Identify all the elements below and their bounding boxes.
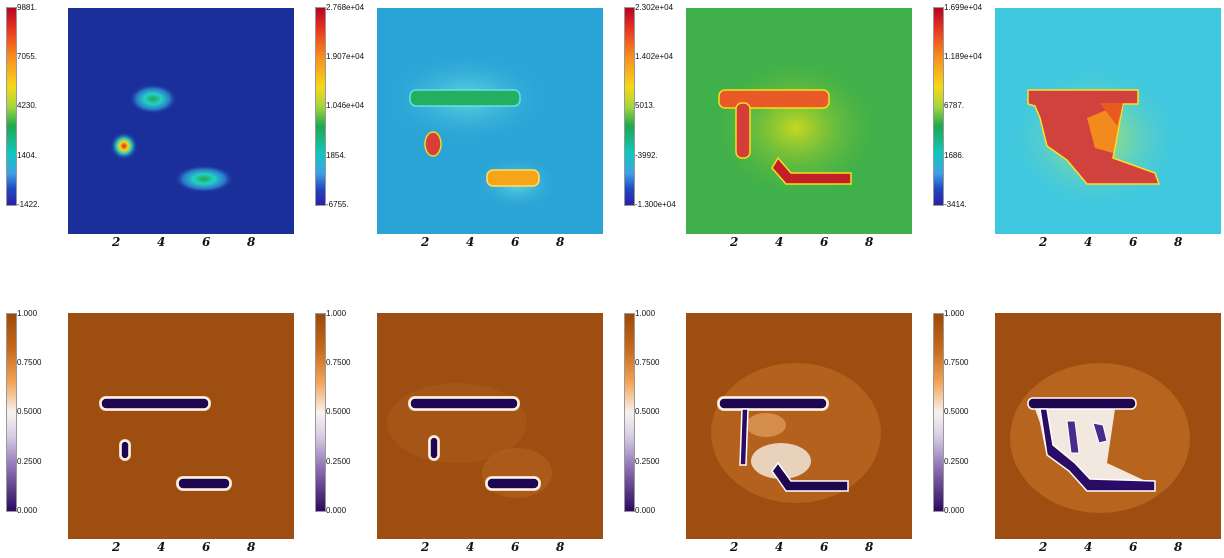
x-tick-label: 2 bbox=[1039, 540, 1048, 554]
colorbar-tick: 1404. bbox=[17, 151, 38, 160]
colorbar bbox=[624, 313, 635, 512]
colorbar-tick: 0.2500 bbox=[17, 457, 42, 466]
phase-field bbox=[377, 313, 603, 539]
colorbar-tick: 1.000 bbox=[17, 309, 38, 318]
x-tick-label: 4 bbox=[1084, 540, 1093, 554]
x-tick-label: 2 bbox=[1039, 235, 1048, 249]
x-tick-label: 4 bbox=[466, 540, 475, 554]
colorbar-tick: -3414. bbox=[944, 200, 967, 209]
x-tick-label: 6 bbox=[511, 235, 520, 249]
colorbar-tick: 1854. bbox=[326, 151, 347, 160]
x-tick-label: 2 bbox=[421, 540, 430, 554]
x-tick-label: 6 bbox=[202, 235, 211, 249]
colorbar-tick: 0.000 bbox=[17, 506, 38, 515]
colorbar-tick: 0.2500 bbox=[326, 457, 351, 466]
x-tick-label: 6 bbox=[820, 540, 829, 554]
phase-field bbox=[686, 313, 912, 539]
colorbar-tick: 0.5000 bbox=[17, 407, 42, 416]
x-tick-label: 8 bbox=[1174, 235, 1183, 249]
colorbar-tick: 0.2500 bbox=[944, 457, 969, 466]
x-tick-label: 6 bbox=[820, 235, 829, 249]
x-tick-label: 4 bbox=[775, 235, 784, 249]
colorbar bbox=[624, 7, 635, 206]
colorbar-tick: 0.5000 bbox=[326, 407, 351, 416]
x-tick-label: 2 bbox=[421, 235, 430, 249]
colorbar-tick: 1.046e+04 bbox=[326, 101, 365, 110]
colorbar-tick: 2.302e+04 bbox=[635, 3, 674, 12]
colorbar bbox=[315, 313, 326, 512]
colorbar-tick: 0.000 bbox=[326, 506, 347, 515]
x-tick-label: 8 bbox=[865, 235, 874, 249]
colorbar-tick: 5013. bbox=[635, 101, 656, 110]
colorbar-tick: 1.699e+04 bbox=[944, 3, 983, 12]
colorbar-tick: -1.300e+04 bbox=[635, 200, 676, 209]
colorbar-tick: 0.7500 bbox=[635, 358, 660, 367]
colorbar-tick: -6755. bbox=[326, 200, 349, 209]
x-tick-label: 6 bbox=[511, 540, 520, 554]
x-tick-label: 6 bbox=[202, 540, 211, 554]
heatmap-field bbox=[995, 8, 1221, 234]
x-tick-label: 8 bbox=[556, 540, 565, 554]
colorbar-tick: 0.000 bbox=[635, 506, 656, 515]
heatmap-field bbox=[377, 8, 603, 234]
colorbar-tick: 9881. bbox=[17, 3, 38, 12]
x-tick-label: 2 bbox=[730, 235, 739, 249]
x-tick-label: 8 bbox=[865, 540, 874, 554]
x-tick-label: 2 bbox=[112, 540, 121, 554]
colorbar-tick: 0.7500 bbox=[944, 358, 969, 367]
colorbar-tick: 0.7500 bbox=[326, 358, 351, 367]
x-tick-label: 4 bbox=[157, 540, 166, 554]
colorbar-tick: 1.000 bbox=[635, 309, 656, 318]
colorbar bbox=[315, 7, 326, 206]
x-tick-label: 8 bbox=[1174, 540, 1183, 554]
x-tick-label: 8 bbox=[556, 235, 565, 249]
colorbar-tick: 6787. bbox=[944, 101, 965, 110]
x-tick-label: 6 bbox=[1129, 235, 1138, 249]
x-tick-label: 8 bbox=[247, 235, 256, 249]
heatmap-field bbox=[68, 8, 294, 234]
colorbar-tick: -3992. bbox=[635, 151, 658, 160]
colorbar-tick: 1.907e+04 bbox=[326, 52, 365, 61]
colorbar-tick: 7055. bbox=[17, 52, 38, 61]
colorbar-tick: 1.000 bbox=[944, 309, 965, 318]
colorbar-tick: 1.000 bbox=[326, 309, 347, 318]
colorbar bbox=[6, 313, 17, 512]
x-tick-label: 2 bbox=[730, 540, 739, 554]
x-tick-label: 4 bbox=[1084, 235, 1093, 249]
colorbar-tick: -1422. bbox=[17, 200, 40, 209]
colorbar bbox=[933, 313, 944, 512]
colorbar-tick: 0.2500 bbox=[635, 457, 660, 466]
x-tick-label: 2 bbox=[112, 235, 121, 249]
phase-field bbox=[995, 313, 1221, 539]
colorbar-tick: 0.5000 bbox=[635, 407, 660, 416]
colorbar-tick: 4230. bbox=[17, 101, 38, 110]
colorbar bbox=[6, 7, 17, 206]
phase-field bbox=[68, 313, 294, 539]
colorbar-tick: 0.000 bbox=[944, 506, 965, 515]
x-tick-label: 4 bbox=[466, 235, 475, 249]
colorbar-tick: 1.402e+04 bbox=[635, 52, 674, 61]
colorbar bbox=[933, 7, 944, 206]
colorbar-tick: 0.5000 bbox=[944, 407, 969, 416]
colorbar-tick: 2.768e+04 bbox=[326, 3, 365, 12]
x-tick-label: 6 bbox=[1129, 540, 1138, 554]
colorbar-tick: 0.7500 bbox=[17, 358, 42, 367]
colorbar-tick: 1.189e+04 bbox=[944, 52, 983, 61]
x-tick-label: 8 bbox=[247, 540, 256, 554]
heatmap-field bbox=[686, 8, 912, 234]
colorbar-tick: 1686. bbox=[944, 151, 965, 160]
x-tick-label: 4 bbox=[157, 235, 166, 249]
x-tick-label: 4 bbox=[775, 540, 784, 554]
